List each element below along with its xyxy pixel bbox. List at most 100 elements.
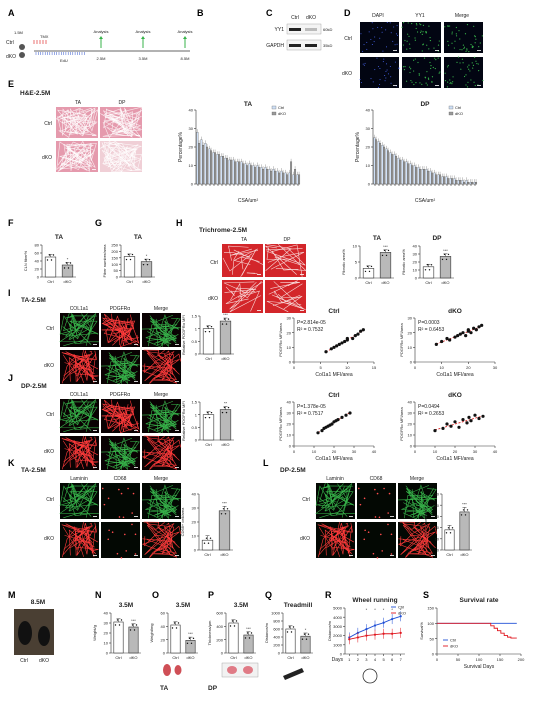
- panel-letter-i: I: [8, 288, 11, 298]
- chart-title: 3.5M: [176, 602, 190, 609]
- panel-letter-s: S: [423, 590, 429, 600]
- nucleus-dot: [410, 79, 412, 82]
- chart-title: TA: [134, 234, 142, 241]
- micrograph-d-yy1: [402, 57, 441, 88]
- data-point: [50, 259, 53, 261]
- fiber-network: [317, 528, 333, 558]
- nucleus-dot: [418, 73, 420, 75]
- analysis-arrowhead: [99, 36, 103, 39]
- category-label: Ctrl: [287, 655, 293, 660]
- cd68-dot: [372, 552, 375, 555]
- scale-bar: [257, 310, 261, 311]
- micrograph-i-col1a1: [60, 349, 99, 384]
- nucleus-dot: [457, 56, 460, 58]
- x-axis-label: Days: [332, 657, 344, 663]
- nucleus-dot: [414, 37, 416, 39]
- significance: *: [366, 607, 368, 612]
- nucleus-dot: [471, 46, 473, 49]
- y-tick-label: 0: [163, 651, 166, 656]
- fiber-network: [75, 448, 99, 464]
- scale-bar: [92, 135, 96, 136]
- cd68-dot: [122, 516, 125, 519]
- fiber-network: [149, 354, 180, 385]
- column-label: PDGFRα: [110, 306, 131, 312]
- y-tick-label: 40: [35, 259, 40, 264]
- nucleus-dot: [444, 26, 446, 28]
- data-point: [225, 323, 228, 325]
- category-label: dKO: [221, 442, 229, 447]
- cd68-dot: [116, 552, 119, 555]
- micrograph-i-col1a1: [59, 312, 99, 347]
- cd68-dot: [118, 516, 121, 518]
- bar-dko: [218, 510, 231, 551]
- chart-l: 0 10 20 30 40 50 CD68+ cell/area Ctrl dKO ***: [423, 492, 472, 557]
- fiber-outline: [270, 281, 300, 289]
- fiber-network: [69, 324, 90, 341]
- significance: ***: [131, 618, 136, 623]
- data-point: [203, 542, 206, 544]
- tissue-label-ta: TA: [160, 685, 168, 692]
- chart-i-bar: 0 0.5 1 1.5 Relative PDGFRα MFI Ctrl dKO ***: [181, 312, 234, 361]
- nucleus-dot: [402, 44, 405, 46]
- hist-bar-dko: [294, 169, 297, 185]
- hist-bar-ctrl: [224, 157, 227, 185]
- treatment-edu: EdU: [60, 58, 68, 63]
- dp-muscle-ctrl: [227, 666, 237, 674]
- y-tick-label: 2000: [333, 633, 343, 638]
- fiber-network: [118, 437, 136, 463]
- nucleus-dot: [398, 68, 400, 70]
- fiber-network: [419, 522, 430, 549]
- fiber-network: [101, 318, 132, 338]
- mouse-label: dKO: [39, 658, 49, 664]
- scale-bar: [134, 430, 138, 431]
- nucleus-dot: [384, 75, 386, 77]
- nucleus-dot: [444, 80, 447, 82]
- fiber-network: [75, 523, 92, 531]
- chart-i-ctrl: Ctrl 0 10 20 30 0 5 10 15 Col1a1 MFI/area PDGFRα M…: [278, 308, 377, 378]
- nucleus-dot: [394, 44, 396, 46]
- nucleus-dot: [438, 40, 440, 42]
- bar-dko: [61, 264, 74, 278]
- y-tick-label: 200: [273, 643, 280, 648]
- cd68-dot: [376, 492, 379, 495]
- nucleus-dot: [377, 26, 379, 28]
- nucleus-dot: [425, 82, 427, 84]
- hist-bar-dko: [230, 159, 233, 185]
- data-point: [364, 270, 367, 273]
- micrograph-k-cd68: [101, 483, 140, 519]
- nucleus-dot: [470, 43, 472, 46]
- data-point: [222, 508, 225, 510]
- micrograph-l-merge: [398, 483, 437, 520]
- fiber-network: [101, 448, 140, 453]
- micrograph-l-merge: [397, 521, 438, 558]
- fiber-network: [64, 530, 91, 551]
- bar-dko: [439, 256, 452, 279]
- fiber-network: [159, 488, 178, 520]
- nucleus-dot: [429, 39, 432, 42]
- scatter-point: [340, 341, 344, 345]
- y-tick-label: 40: [189, 108, 194, 113]
- data-point: [192, 637, 195, 640]
- timepoint-label: 8.5M: [181, 56, 190, 61]
- panel-letter-m: M: [8, 590, 16, 600]
- hist-bar-dko: [427, 170, 430, 185]
- scatter-point: [448, 338, 452, 342]
- nucleus-dot: [371, 43, 373, 45]
- y-tick-label: 10: [413, 268, 418, 273]
- y-tick-label: 20: [161, 637, 166, 642]
- data-point: [449, 532, 452, 534]
- nucleus-dot: [381, 27, 383, 29]
- y-tick-label: 0: [195, 438, 198, 443]
- data-point: [441, 258, 444, 261]
- fiber-network: [163, 436, 174, 462]
- panel-letter-l: L: [263, 458, 269, 468]
- nucleus-dot: [415, 27, 417, 30]
- nucleus-dot: [415, 23, 418, 25]
- scale-bar: [349, 516, 353, 517]
- nucleus-dot: [411, 81, 413, 83]
- hist-bar-dko: [463, 181, 466, 185]
- fiber-network: [62, 316, 89, 340]
- column-label: COL1a1: [70, 392, 89, 398]
- hist-bar-dko: [387, 150, 390, 185]
- category-label: dKO: [221, 356, 229, 361]
